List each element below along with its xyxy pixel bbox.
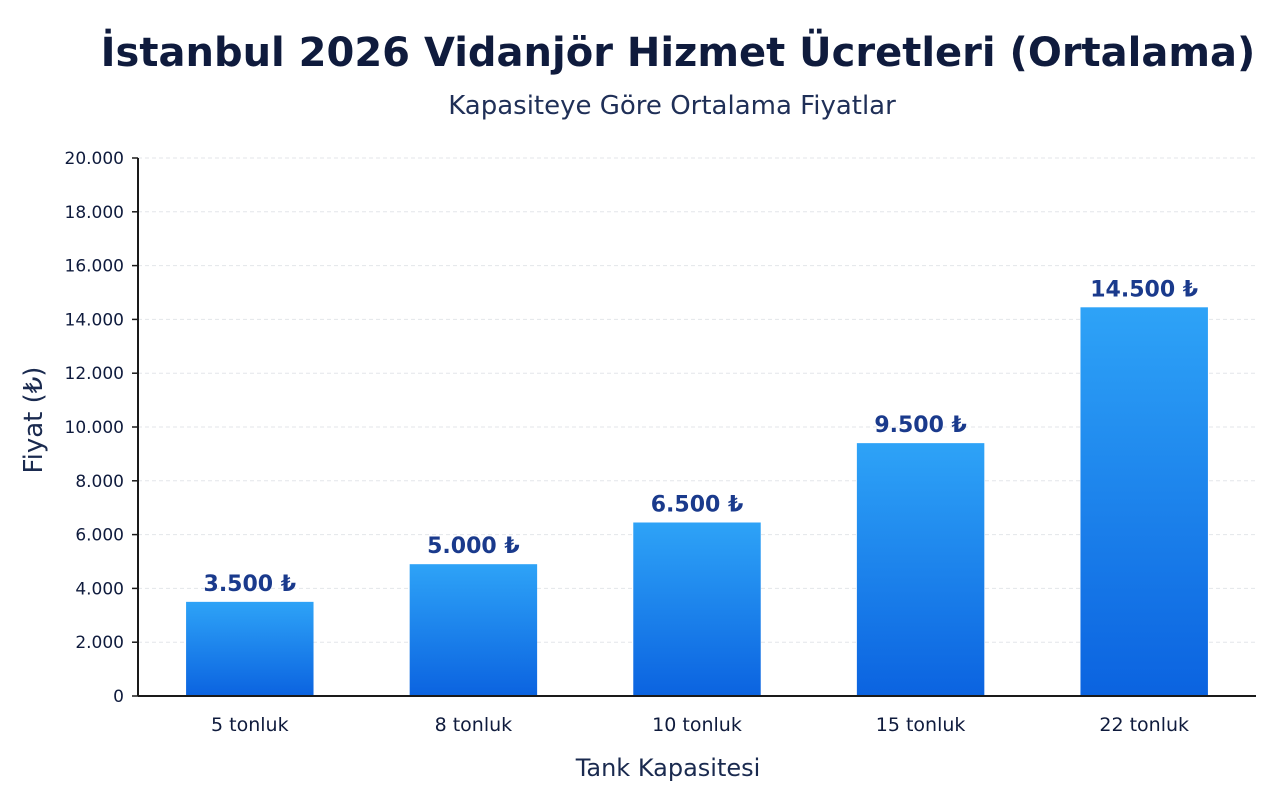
y-tick-label: 8.000: [75, 472, 124, 492]
y-tick-label: 10.000: [65, 418, 124, 438]
value-label-4: 9.500 ₺: [874, 413, 967, 438]
bars: [186, 307, 1208, 696]
value-label-5: 14.500 ₺: [1090, 277, 1198, 302]
y-tick-label: 6.000: [75, 526, 124, 546]
value-label-1: 3.500 ₺: [204, 572, 297, 597]
bar-1: [186, 601, 314, 696]
value-label-3: 6.500 ₺: [651, 492, 744, 517]
x-axis-title: Tank Kapasitesi: [575, 754, 761, 782]
x-tick-label-5: 22 tonluk: [1099, 714, 1189, 736]
x-tick-label-2: 8 tonluk: [435, 714, 513, 736]
y-tick-label: 2.000: [75, 633, 124, 653]
y-axis-title: Fiyat (₺): [19, 367, 49, 474]
bar-4: [856, 443, 985, 696]
chart-subtitle: Kapasiteye Göre Ortalama Fiyatlar: [448, 91, 896, 121]
y-tick-labels: 0 2.000 4.000 6.000 8.000 10.000 12.000 14.000 1…: [65, 149, 138, 707]
y-tick-label: 4.000: [75, 579, 124, 599]
chart-title: İstanbul 2026 Vidanjör Hizmet Ücretleri …: [101, 28, 1256, 76]
x-tick-labels: 5 tonluk 8 tonluk 10 tonluk 15 tonluk 22 ton…: [211, 714, 1189, 736]
x-tick-label-4: 15 tonluk: [876, 714, 966, 736]
y-tick-label: 18.000: [65, 203, 124, 223]
y-tick-label: 14.000: [65, 310, 124, 330]
y-tick-label: 16.000: [65, 257, 124, 277]
y-tick-label: 0: [113, 687, 124, 707]
bar-3: [633, 522, 761, 696]
value-label-2: 5.000 ₺: [427, 534, 520, 559]
bar-2: [409, 564, 538, 696]
y-tick-label: 12.000: [65, 364, 124, 384]
value-labels: 3.500 ₺ 5.000 ₺ 6.500 ₺ 9.500 ₺ 14.500 ₺: [204, 277, 1199, 597]
grid-lines: [138, 157, 1256, 643]
bar-5: [1080, 307, 1208, 696]
y-tick-label: 20.000: [65, 149, 124, 169]
x-tick-label-1: 5 tonluk: [211, 714, 289, 736]
x-tick-label-3: 10 tonluk: [652, 714, 742, 736]
